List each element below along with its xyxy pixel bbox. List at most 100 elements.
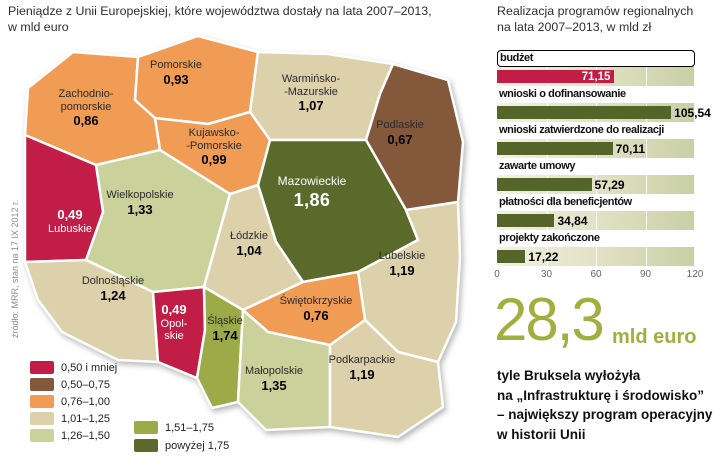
region-label-malopolskie: Małopolskie 1,35: [245, 365, 303, 393]
headline-text: tyle Bruksela wyłożyła na „Infrastruktur…: [497, 368, 713, 442]
region-name: Lubelskie: [378, 250, 426, 262]
legend-label: 1,01–1,25: [61, 412, 110, 425]
region-value: 1,35: [261, 377, 287, 393]
region-name: Świętokrzyskie: [279, 295, 353, 307]
legend-item: 0,50–0,75: [30, 378, 110, 391]
region-label-podlaskie: Podlaskie 0,67: [376, 119, 424, 147]
region-name: -Mazurskie: [284, 85, 338, 98]
legend-swatch: [30, 395, 54, 408]
region-name: Mazowieckie: [277, 174, 347, 188]
poland-choropleth-map: [23, 34, 465, 439]
region-label-lodzkie: Łódzkie 1,04: [230, 230, 268, 258]
bar-row-platnosci: 34,84: [497, 211, 695, 230]
region-value: 1,74: [212, 327, 238, 343]
region-label-pomorskie: Pomorskie 0,93: [150, 59, 202, 87]
region-value: 1,33: [127, 201, 153, 217]
legend-label: 1,26–1,50: [61, 429, 110, 442]
legend-item: 0,50 i mniej: [30, 361, 117, 374]
legend-item: 1,26–1,50: [30, 429, 110, 442]
region-label-kujawsko-pomorskie: Kujawsko- -Pomorskie 0,99: [186, 127, 242, 168]
region-value: 1,86: [293, 189, 331, 210]
region-name: Śląskie: [207, 315, 243, 327]
region-name: Dolnośląskie: [81, 275, 145, 287]
region-value: 0,76: [303, 307, 329, 323]
region-name: Opol-: [160, 317, 188, 330]
bar-value-budzet: 71,15: [581, 70, 611, 83]
legend-item: 0,76–1,00: [30, 395, 110, 408]
bar-row-wnioski-o-dofinansowanie: 105,54: [497, 103, 711, 122]
axis-tick: 120: [686, 269, 704, 280]
region-name: Warmińsko-: [281, 73, 341, 85]
legend-swatch: [134, 421, 158, 434]
region-name: pomorskie: [60, 100, 112, 113]
region-label-wielkopolskie: Wielkopolskie 1,33: [106, 189, 173, 217]
bar-row-projekty-zakonczone: 17,22: [497, 247, 695, 266]
bar-row-zawarte-umowy: 57,29: [497, 175, 695, 194]
legend-label: 0,50–0,75: [61, 378, 110, 391]
region-label-swietokrzyskie: Świętokrzyskie 0,76: [280, 295, 353, 323]
region-name: Wielkopolskie: [106, 189, 174, 201]
region-value: 1,07: [298, 98, 324, 114]
region-slaskie-shape: [195, 285, 245, 410]
bar-budzet: 71,15: [497, 70, 615, 83]
region-value: 1,19: [389, 262, 415, 278]
bar-zawarte-umowy: [497, 178, 592, 191]
bar-wnioski-zatwierdzone: [497, 142, 613, 155]
region-label-dolnoslaskie: Dolnośląskie 1,24: [82, 275, 144, 303]
bar-label-wnioski-o-dofinansowanie: wnioski o dofinansowanie: [497, 86, 695, 103]
region-name: Lubuskie: [47, 222, 93, 235]
region-value: 0,86: [73, 113, 99, 129]
region-name: skie: [164, 330, 184, 343]
legend-swatch: [30, 378, 54, 391]
region-label-slaskie: Śląskie 1,74: [207, 315, 242, 343]
region-value: 0,93: [163, 71, 189, 87]
bar-projekty-zakonczone: [497, 250, 526, 263]
bar-label-zawarte-umowy: zawarte umowy: [497, 158, 695, 175]
legend-item: 1,51–1,75: [134, 421, 214, 434]
region-label-lubuskie: 0,49 Lubuskie: [48, 207, 92, 235]
region-label-warminsko-mazurskie: Warmińsko- -Mazurskie 1,07: [282, 73, 340, 114]
bar-label-projekty-zakonczone: projekty zakończone: [497, 230, 695, 247]
legend-label: 1,51–1,75: [165, 421, 214, 434]
region-name: Podkarpackie: [328, 354, 396, 366]
region-value: 0,99: [201, 152, 227, 168]
chart-title: Realizacja programów regionalnych na lat…: [497, 4, 694, 35]
region-name: Łódzkie: [230, 230, 268, 242]
legend-swatch: [30, 412, 54, 425]
bar-chart: budżet 71,15 wnioski o dofinansowanie 10…: [497, 50, 711, 266]
legend-swatch: [30, 429, 54, 442]
region-value: 1,04: [236, 242, 262, 258]
legend-swatch: [30, 361, 54, 374]
legend-swatch: [134, 439, 158, 452]
region-name: Podlaskie: [376, 119, 424, 131]
region-label-opolskie: 0,49 Opol- skie: [161, 302, 188, 343]
region-value: 1,19: [349, 366, 375, 382]
region-name: Pomorskie: [150, 59, 202, 71]
bar-label-wnioski-zatwierdzone: wnioski zatwierdzone do realizacji: [497, 122, 695, 139]
bar-value-wnioski-zatwierdzone: 70,11: [615, 141, 646, 156]
bar-value-zawarte-umowy: 57,29: [594, 177, 625, 192]
region-podkarpackie-shape: [328, 318, 445, 439]
axis-tick: 30: [540, 269, 553, 280]
region-label-lubelskie: Lubelskie 1,19: [379, 250, 425, 278]
bar-row-wnioski-zatwierdzone: 70,11: [497, 139, 695, 158]
region-name: Zachodnio-: [58, 88, 114, 100]
region-label-podkarpackie: Podkarpackie 1,19: [329, 354, 396, 382]
region-name: Kujawsko-: [188, 127, 240, 139]
region-value: 1,24: [100, 287, 126, 303]
bar-platnosci: [497, 214, 555, 227]
bar-label-budzet: budżet: [497, 50, 695, 67]
region-name: Małopolskie: [244, 365, 304, 377]
x-axis: 0 30 60 90 120: [494, 269, 703, 281]
bar-label-platnosci: płatności dla beneficjentów: [497, 194, 695, 211]
region-value: 0,49: [57, 207, 83, 222]
bar-value-platnosci: 34,84: [557, 213, 588, 228]
headline-number: 28,3: [494, 286, 605, 353]
bar-value-wnioski-o-dofinansowanie: 105,54: [674, 105, 711, 120]
legend-label: powyżej 1,75: [165, 439, 230, 452]
region-label-zachodniopomorskie: Zachodnio- pomorskie 0,86: [58, 88, 113, 129]
legend-item: 1,01–1,25: [30, 412, 110, 425]
headline-unit: mld euro: [612, 326, 697, 348]
legend-label: 0,50 i mniej: [61, 361, 118, 374]
